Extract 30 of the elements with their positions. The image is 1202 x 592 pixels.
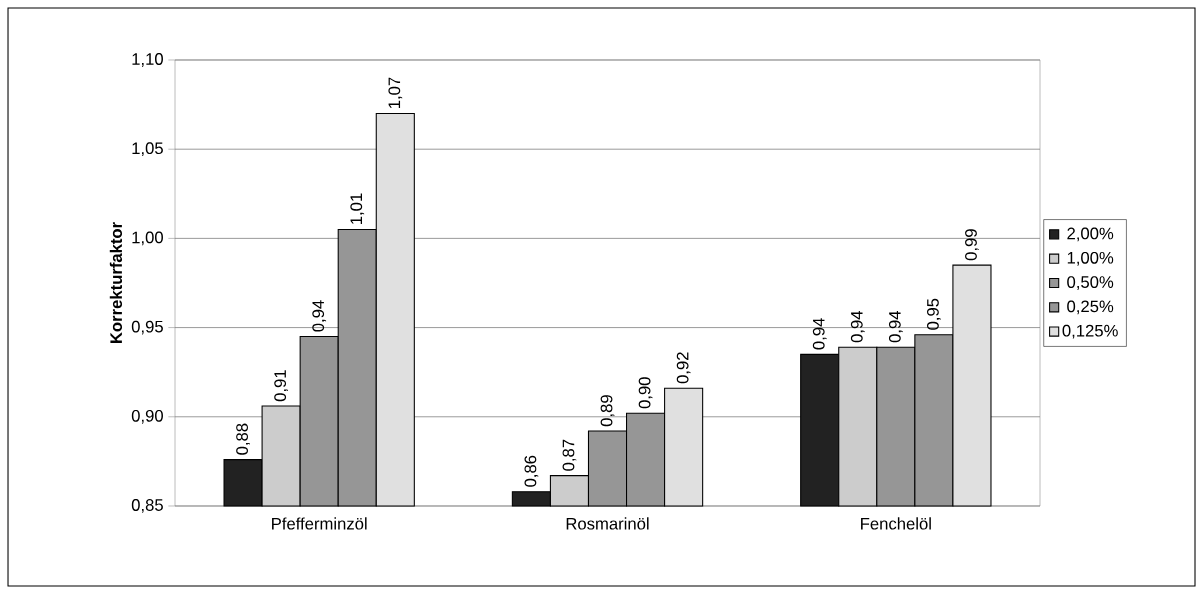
data-label: 0,88 — [236, 423, 250, 455]
data-label: 0,86 — [524, 455, 539, 487]
data-label: 0,95 — [927, 298, 941, 330]
data-label: 0,94 — [312, 300, 327, 332]
x-tick-label: Fenchelöl — [861, 517, 931, 530]
legend-label: 0,125% — [1062, 324, 1118, 339]
y-tick-label: 1,05 — [132, 142, 163, 157]
data-label: 0,87 — [562, 439, 577, 471]
y-axis-title: Korrekturfaktor — [109, 222, 123, 344]
data-label: 0,91 — [274, 370, 288, 402]
x-tick-label: Pfefferminzöl — [272, 517, 367, 530]
data-label: 0,94 — [888, 311, 903, 343]
data-label: 0,92 — [676, 352, 691, 384]
legend-label: 0,25% — [1067, 300, 1114, 315]
data-label: 1,01 — [350, 193, 365, 224]
legend-label: 1,00% — [1067, 251, 1114, 266]
x-tick-label: Rosmarinöl — [566, 517, 649, 530]
y-tick-label: 1,00 — [132, 231, 163, 246]
data-label: 0,94 — [812, 318, 827, 350]
y-tick-label: 0,85 — [131, 499, 163, 513]
data-label: 0,90 — [638, 377, 653, 409]
legend-label: 2,00% — [1067, 227, 1114, 242]
y-tick-label: 1,10 — [132, 53, 163, 67]
y-tick-label: 0,95 — [131, 320, 163, 335]
data-label: 0,89 — [600, 395, 615, 427]
data-label: 1,07 — [388, 77, 403, 108]
data-label: 0,99 — [965, 229, 979, 261]
y-tick-label: 0,90 — [131, 409, 163, 424]
legend-label: 0,50% — [1067, 276, 1114, 290]
data-label: 0,94 — [850, 311, 865, 343]
